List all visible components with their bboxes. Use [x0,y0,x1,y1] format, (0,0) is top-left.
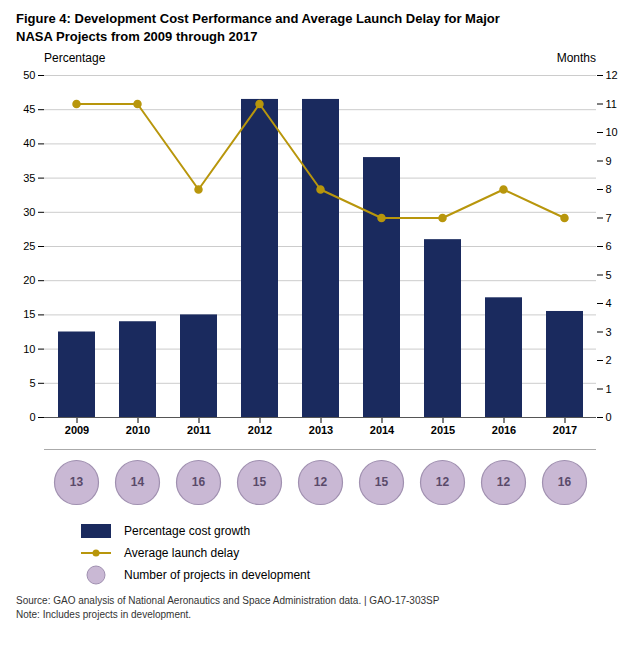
svg-text:12: 12 [497,475,511,489]
svg-text:50: 50 [23,69,35,81]
svg-text:2013: 2013 [309,424,333,436]
svg-text:6: 6 [606,240,612,252]
svg-text:10: 10 [23,343,35,355]
svg-text:10: 10 [606,126,618,138]
html-text:Average launch delay: Average launch delay [124,546,240,561]
svg-text:2015: 2015 [431,424,455,436]
html-text:Note: Includes projects in dev: Note: Includes projects in development. [16,609,192,621]
svg-text:5: 5 [29,377,35,389]
svg-text:25: 25 [23,240,35,252]
svg-text:16: 16 [558,475,572,489]
svg-text:13: 13 [70,475,84,489]
svg-text:30: 30 [23,206,35,218]
html-text:Figure 4: Development Cost Per: Figure 4: Development Cost Performance a… [16,11,500,44]
svg-text:12: 12 [436,475,450,489]
svg-text:4: 4 [606,297,612,309]
svg-text:2010: 2010 [126,424,150,436]
html-text:Number of projects in developm: Number of projects in development [124,568,311,583]
svg-text:8: 8 [606,183,612,195]
svg-text:9: 9 [606,155,612,167]
html-text:Source: GAO analysis of Nation: Source: GAO analysis of National Aeronau… [16,595,440,607]
svg-text:12: 12 [314,475,328,489]
svg-text:15: 15 [23,309,35,321]
svg-text:12: 12 [606,69,618,81]
svg-text:11: 11 [606,98,617,110]
svg-text:15: 15 [253,475,267,489]
svg-text:16: 16 [192,475,206,489]
html-text:Months: Months [556,51,596,66]
svg-text:5: 5 [606,269,612,281]
svg-text:1: 1 [606,383,612,395]
svg-text:15: 15 [375,475,389,489]
svg-text:2017: 2017 [553,424,577,436]
svg-text:35: 35 [23,172,35,184]
svg-text:2: 2 [606,354,612,366]
svg-text:2016: 2016 [492,424,516,436]
svg-text:20: 20 [23,274,35,286]
svg-text:0: 0 [29,411,35,423]
svg-text:45: 45 [23,103,35,115]
svg-text:0: 0 [606,411,612,423]
svg-text:3: 3 [606,326,612,338]
svg-text:2009: 2009 [65,424,89,436]
html-text:Percentage cost growth: Percentage cost growth [124,524,251,539]
html-text:Percentage: Percentage [44,51,106,66]
svg-text:14: 14 [131,475,145,489]
svg-text:2011: 2011 [187,424,211,436]
svg-text:2014: 2014 [370,424,395,436]
svg-text:40: 40 [23,138,35,150]
svg-text:2012: 2012 [248,424,272,436]
svg-text:7: 7 [606,212,612,224]
